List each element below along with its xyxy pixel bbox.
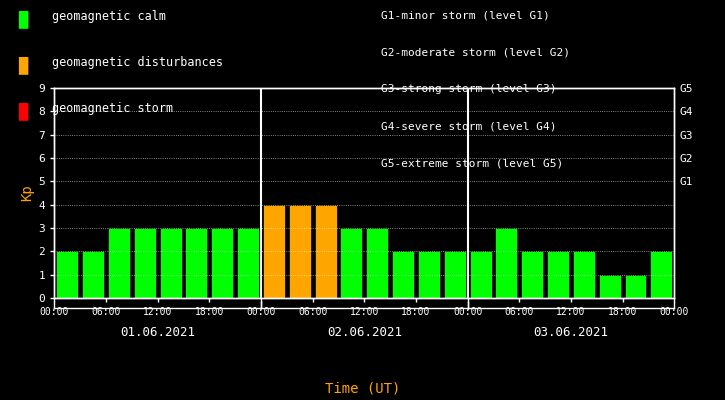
Bar — [134, 228, 156, 298]
Bar — [108, 228, 130, 298]
Text: G1-minor storm (level G1): G1-minor storm (level G1) — [381, 10, 550, 20]
Text: █: █ — [18, 102, 28, 120]
Bar — [521, 251, 543, 298]
Bar — [57, 251, 78, 298]
Bar — [211, 228, 233, 298]
Bar — [392, 251, 414, 298]
Bar — [82, 251, 104, 298]
Bar — [418, 251, 440, 298]
Text: G4-severe storm (level G4): G4-severe storm (level G4) — [381, 122, 556, 132]
Bar — [341, 228, 362, 298]
Bar — [289, 205, 311, 298]
Text: G5-extreme storm (level G5): G5-extreme storm (level G5) — [381, 159, 563, 169]
Bar — [495, 228, 518, 298]
Bar — [366, 228, 388, 298]
Bar — [237, 228, 259, 298]
Bar — [160, 228, 181, 298]
Text: G2-moderate storm (level G2): G2-moderate storm (level G2) — [381, 47, 570, 57]
Bar — [547, 251, 569, 298]
Bar — [444, 251, 465, 298]
Text: 01.06.2021: 01.06.2021 — [120, 326, 195, 339]
Bar — [599, 275, 621, 298]
Bar — [624, 275, 647, 298]
Text: █: █ — [18, 10, 28, 28]
Bar — [263, 205, 285, 298]
Y-axis label: Kp: Kp — [20, 185, 34, 201]
Text: G3-strong storm (level G3): G3-strong storm (level G3) — [381, 84, 556, 94]
Bar — [186, 228, 207, 298]
Text: Time (UT): Time (UT) — [325, 382, 400, 396]
Bar — [650, 251, 672, 298]
Bar — [315, 205, 336, 298]
Text: geomagnetic disturbances: geomagnetic disturbances — [52, 56, 223, 69]
Text: geomagnetic storm: geomagnetic storm — [52, 102, 173, 115]
Text: 03.06.2021: 03.06.2021 — [534, 326, 608, 339]
Bar — [470, 251, 492, 298]
Text: █: █ — [18, 56, 28, 74]
Text: geomagnetic calm: geomagnetic calm — [52, 10, 166, 23]
Bar — [573, 251, 594, 298]
Text: 02.06.2021: 02.06.2021 — [327, 326, 402, 339]
